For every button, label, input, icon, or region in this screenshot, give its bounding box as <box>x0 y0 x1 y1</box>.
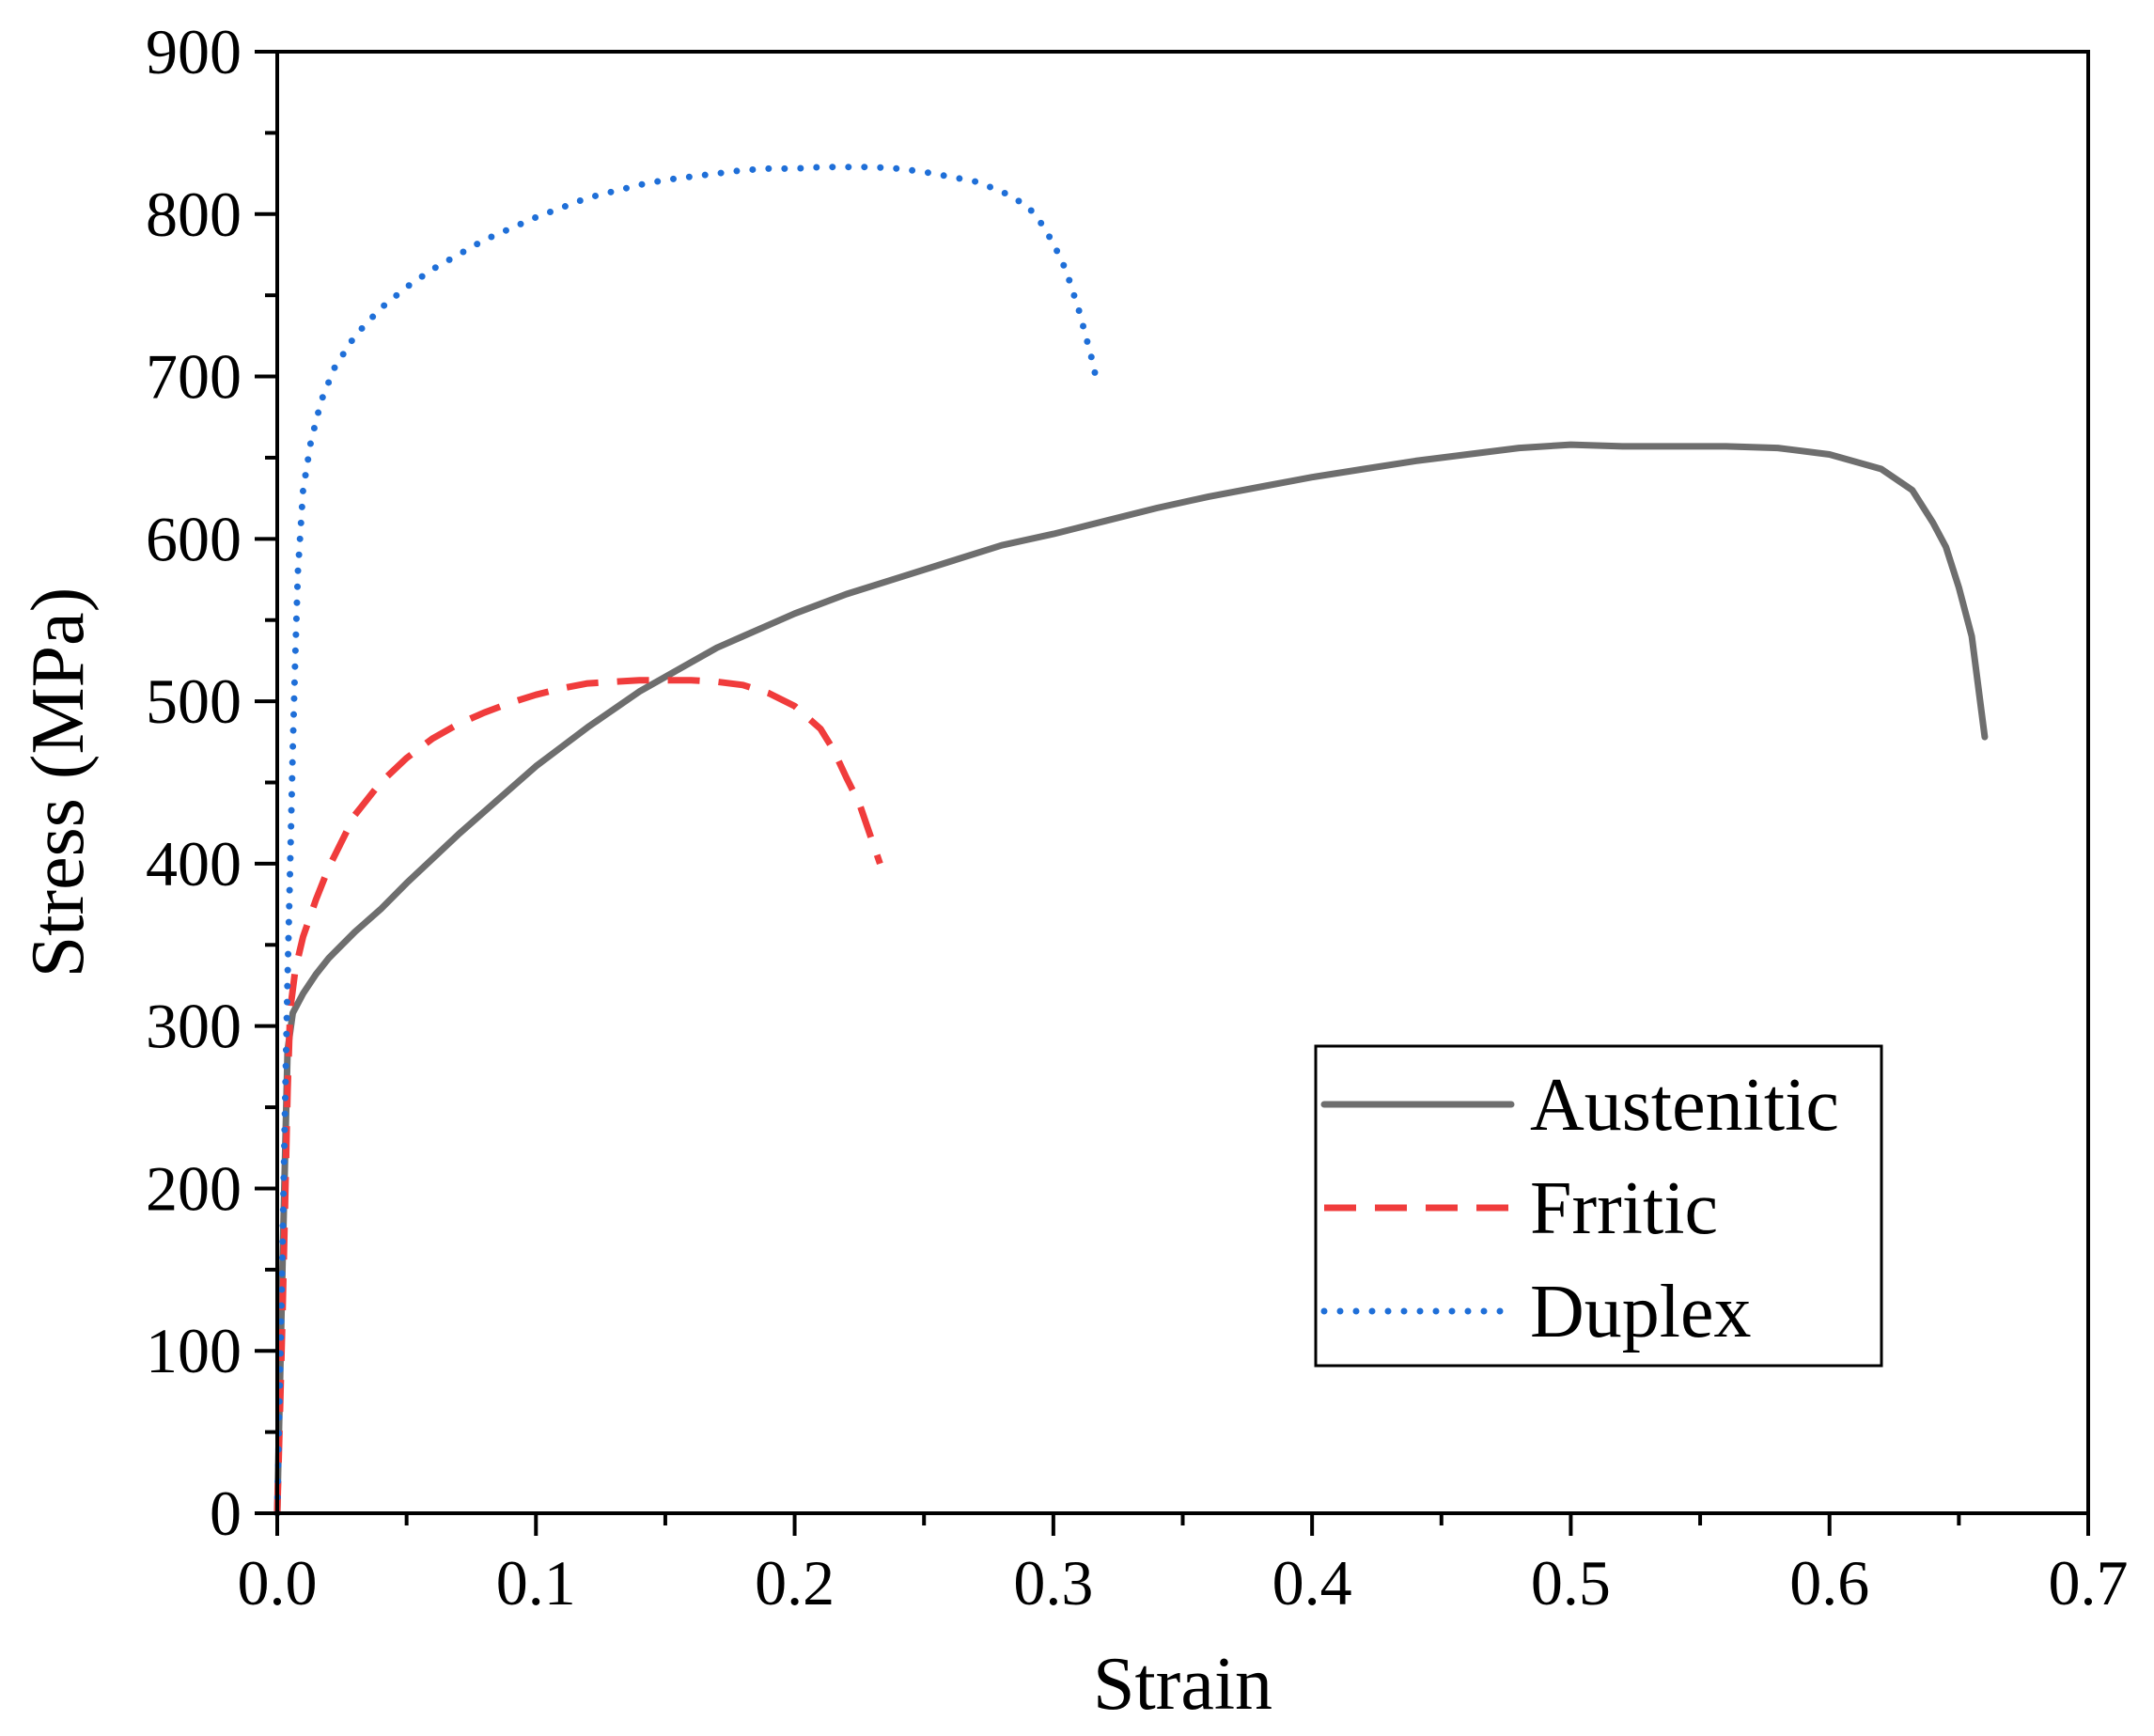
y-tick-label: 0 <box>210 1478 242 1549</box>
x-tick-label: 0.2 <box>755 1547 835 1619</box>
x-tick-label: 0.1 <box>496 1547 576 1619</box>
y-tick-label: 300 <box>146 991 242 1062</box>
y-axis-title: Stress (MPa) <box>17 587 100 978</box>
legend-label-austenitic: Austenitic <box>1530 1064 1839 1147</box>
ticks-layer <box>255 50 2090 1536</box>
y-tick-label: 700 <box>146 341 242 413</box>
y-tick-label: 100 <box>146 1315 242 1386</box>
x-tick-label: 0.6 <box>1789 1547 1869 1619</box>
series-layer <box>273 164 1989 1517</box>
y-tick-label: 900 <box>146 16 242 87</box>
legend-items: Austenitic Frritic Duplex <box>1320 1064 1839 1353</box>
legend-label-duplex: Duplex <box>1530 1271 1752 1353</box>
x-tick-label: 0.3 <box>1013 1547 1093 1619</box>
legend: Austenitic Frritic Duplex <box>1314 1044 1883 1368</box>
y-tick-label: 400 <box>146 828 242 899</box>
x-tick-labels: 0.0 0.1 0.2 0.3 0.4 0.5 0.6 0.7 <box>238 1547 2129 1619</box>
y-tick-label: 800 <box>146 179 242 250</box>
x-tick-label: 0.0 <box>238 1547 318 1619</box>
x-tick-label: 0.5 <box>1531 1547 1611 1619</box>
y-tick-labels: 0 100 200 300 400 500 600 700 800 900 <box>146 16 242 1549</box>
x-tick-label: 0.7 <box>2049 1547 2129 1619</box>
y-tick-label: 600 <box>146 503 242 574</box>
legend-box <box>1314 1044 1883 1368</box>
series-line-austenitic <box>273 441 1989 1517</box>
series-line-frritic <box>273 677 883 1514</box>
y-tick-label: 200 <box>146 1152 242 1224</box>
x-tick-label: 0.4 <box>1272 1547 1352 1619</box>
x-axis-title: Strain <box>1093 1643 1272 1726</box>
series-line-duplex <box>273 164 1101 1517</box>
legend-label-frritic: Frritic <box>1530 1167 1718 1250</box>
y-tick-label: 500 <box>146 665 242 737</box>
